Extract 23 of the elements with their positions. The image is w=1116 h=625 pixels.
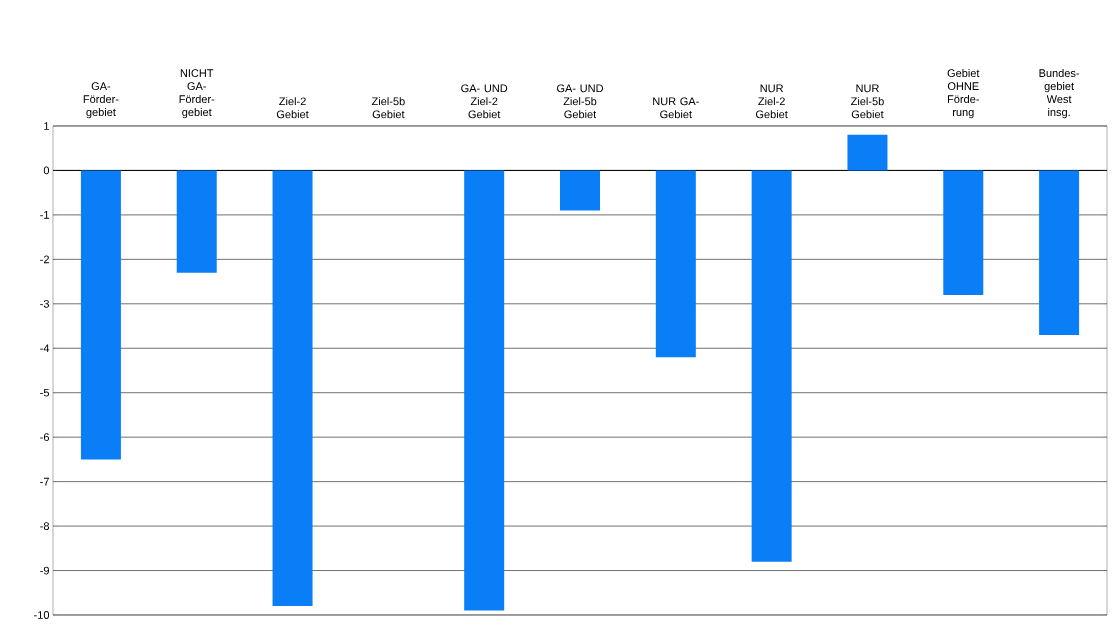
y-tick-label: -6	[40, 433, 50, 442]
y-tick-label: -1	[40, 211, 49, 219]
x-tick-label: NUR Ziel-5b Gebiet	[850, 84, 884, 119]
x-tick-label: Ziel-2 Gebiet	[276, 97, 309, 119]
x-tick-label: NICHT GA- Förder- gebiet	[179, 69, 215, 119]
y-tick-label: -9	[40, 566, 49, 575]
y-tick-label: 1	[44, 122, 49, 130]
y-tick-label: 0	[43, 166, 50, 175]
x-tick-label: Gebiet OHNE Förde- rung	[947, 68, 980, 119]
y-tick-label: -4	[40, 344, 50, 353]
x-tick-label: Bundes- gebiet West insg.	[1039, 68, 1080, 119]
y-tick-label: -2	[40, 255, 49, 264]
x-tick-label: Ziel-5b Gebiet	[371, 97, 405, 119]
x-tick-label: GA- UND Ziel-5b Gebiet	[557, 84, 603, 119]
y-tick-label: -10	[34, 611, 50, 619]
y-tick-label: -8	[40, 522, 50, 530]
x-tick-label: NUR Ziel-2 Gebiet	[755, 84, 788, 119]
x-tick-label: GA- UND Ziel-2 Gebiet	[461, 84, 508, 119]
x-tick-label: NUR GA- Gebiet	[653, 97, 699, 119]
y-tick-label: -7	[40, 477, 49, 486]
x-tick-label: GA- Förder- gebiet	[83, 82, 119, 119]
y-tick-label: -3	[40, 299, 50, 308]
y-tick-label: -5	[40, 388, 50, 397]
